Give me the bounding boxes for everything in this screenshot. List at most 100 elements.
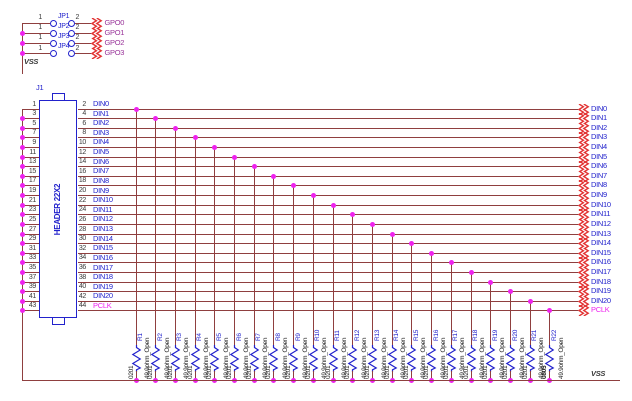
- signal-label[interactable]: DIN15: [93, 243, 113, 253]
- port-label[interactable]: DIN10: [591, 199, 611, 209]
- resistor-symbol[interactable]: [170, 345, 181, 372]
- header-box[interactable]: HEADER 22X2: [39, 100, 77, 318]
- port-label[interactable]: DIN8: [591, 180, 607, 190]
- resistor-symbol[interactable]: [466, 345, 477, 372]
- port-label[interactable]: DIN19: [591, 286, 611, 296]
- port-arrow-icon[interactable]: [577, 256, 590, 269]
- net-label-vss[interactable]: VSS: [24, 57, 39, 66]
- signal-label[interactable]: DIN9: [93, 185, 109, 195]
- resistor-symbol[interactable]: [268, 345, 279, 372]
- signal-label[interactable]: DIN10: [93, 195, 113, 205]
- signal-label[interactable]: DIN3: [93, 127, 109, 137]
- jumper-pin-circle[interactable]: [49, 50, 57, 58]
- port-label[interactable]: DIN18: [591, 276, 611, 286]
- port-label[interactable]: DIN2: [591, 122, 607, 132]
- signal-label[interactable]: DIN14: [93, 233, 113, 243]
- port-arrow-icon[interactable]: [90, 47, 103, 60]
- signal-label[interactable]: DIN4: [93, 137, 109, 147]
- jumper-pin-circle[interactable]: [49, 39, 57, 47]
- signal-label[interactable]: PCLK: [93, 300, 112, 310]
- resistor-symbol[interactable]: [406, 345, 417, 372]
- port-arrow-icon[interactable]: [90, 37, 103, 50]
- port-arrow-icon[interactable]: [577, 151, 590, 164]
- signal-label[interactable]: DIN2: [93, 118, 109, 128]
- resistor-symbol[interactable]: [525, 345, 536, 372]
- port-label[interactable]: DIN4: [591, 141, 607, 151]
- resistor-symbol[interactable]: [229, 345, 240, 372]
- port-arrow-icon[interactable]: [577, 247, 590, 260]
- net-label-vss[interactable]: VSS: [591, 369, 606, 378]
- resistor-symbol[interactable]: [288, 345, 299, 372]
- port-label[interactable]: DIN20: [591, 295, 611, 305]
- resistor-symbol[interactable]: [131, 345, 142, 372]
- signal-label[interactable]: DIN12: [93, 214, 113, 224]
- resistor-symbol[interactable]: [209, 345, 220, 372]
- port-label[interactable]: GPO0: [104, 17, 125, 27]
- port-label[interactable]: DIN11: [591, 209, 611, 219]
- signal-label[interactable]: DIN16: [93, 252, 113, 262]
- port-arrow-icon[interactable]: [90, 27, 103, 40]
- port-arrow-icon[interactable]: [90, 16, 103, 30]
- port-arrow-icon[interactable]: [577, 189, 590, 202]
- signal-label[interactable]: DIN18: [93, 272, 113, 282]
- resistor-symbol[interactable]: [426, 345, 437, 372]
- port-arrow-icon[interactable]: [577, 199, 590, 212]
- port-label[interactable]: GPO2: [104, 37, 125, 47]
- resistor-symbol[interactable]: [150, 345, 161, 372]
- port-label[interactable]: DIN14: [591, 238, 611, 248]
- jumper-pin-circle[interactable]: [67, 29, 75, 37]
- port-label[interactable]: DIN9: [591, 190, 607, 200]
- jumper-pin-circle[interactable]: [67, 19, 75, 27]
- resistor-symbol[interactable]: [387, 345, 398, 372]
- port-label[interactable]: DIN5: [591, 151, 607, 161]
- port-arrow-icon[interactable]: [577, 218, 590, 231]
- jumper-pin-circle[interactable]: [49, 29, 57, 37]
- signal-label[interactable]: DIN13: [93, 224, 113, 234]
- resistor-symbol[interactable]: [328, 345, 339, 372]
- signal-label[interactable]: DIN20: [93, 291, 113, 301]
- port-arrow-icon[interactable]: [577, 208, 590, 221]
- jumper-pin-circle[interactable]: [67, 39, 75, 47]
- jumper-pin-circle[interactable]: [67, 50, 75, 58]
- signal-label[interactable]: DIN6: [93, 156, 109, 166]
- jumper-pin-circle[interactable]: [49, 19, 57, 27]
- port-label[interactable]: PCLK: [591, 305, 610, 315]
- port-arrow-icon[interactable]: [577, 295, 590, 308]
- port-label[interactable]: GPO3: [104, 48, 125, 58]
- signal-label[interactable]: DIN1: [93, 108, 109, 118]
- port-arrow-icon[interactable]: [577, 122, 590, 135]
- port-label[interactable]: DIN16: [591, 257, 611, 267]
- port-arrow-icon[interactable]: [577, 237, 590, 250]
- signal-label[interactable]: DIN8: [93, 175, 109, 185]
- port-arrow-icon[interactable]: [577, 170, 590, 183]
- port-arrow-icon[interactable]: [577, 102, 590, 116]
- signal-label[interactable]: DIN0: [93, 99, 109, 108]
- port-label[interactable]: DIN13: [591, 228, 611, 238]
- resistor-symbol[interactable]: [249, 345, 260, 372]
- port-arrow-icon[interactable]: [577, 160, 590, 173]
- port-label[interactable]: DIN17: [591, 267, 611, 277]
- port-arrow-icon[interactable]: [577, 266, 590, 279]
- port-label[interactable]: GPO1: [104, 27, 125, 37]
- port-arrow-icon[interactable]: [577, 285, 590, 298]
- signal-label[interactable]: DIN11: [93, 204, 113, 214]
- resistor-symbol[interactable]: [308, 345, 319, 372]
- signal-label[interactable]: DIN5: [93, 147, 109, 157]
- resistor-symbol[interactable]: [446, 345, 457, 372]
- port-arrow-icon[interactable]: [577, 227, 590, 241]
- signal-label[interactable]: DIN17: [93, 262, 113, 272]
- port-label[interactable]: DIN1: [591, 113, 607, 123]
- port-arrow-icon[interactable]: [577, 131, 590, 144]
- port-label[interactable]: DIN7: [591, 170, 607, 180]
- resistor-symbol[interactable]: [505, 345, 516, 372]
- port-arrow-icon[interactable]: [577, 141, 590, 154]
- resistor-symbol[interactable]: [347, 345, 358, 372]
- port-label[interactable]: DIN6: [591, 161, 607, 171]
- resistor-symbol[interactable]: [485, 345, 496, 372]
- port-label[interactable]: DIN12: [591, 218, 611, 228]
- port-arrow-icon[interactable]: [577, 112, 590, 125]
- port-arrow-icon[interactable]: [577, 276, 590, 289]
- port-label[interactable]: DIN3: [591, 132, 607, 142]
- signal-label[interactable]: DIN19: [93, 281, 113, 291]
- signal-label[interactable]: DIN7: [93, 166, 109, 176]
